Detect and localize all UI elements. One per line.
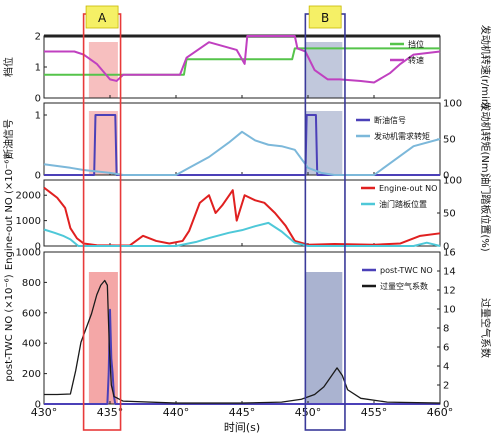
y-left-tick-label: 1000 (16, 248, 41, 259)
y-left-tick-label: 2000 (16, 191, 41, 202)
x-tick-label: 445° (229, 406, 256, 419)
legend-label: post-TWC NO (380, 266, 433, 275)
y-right-tick-label: 0 (443, 242, 449, 253)
y-left-tick-label: 1000 (16, 216, 41, 227)
y-right-axis-title: 发动机转速(r/min) (479, 25, 492, 109)
shade-top-b (305, 42, 343, 98)
y-right-tick-label: 50 (443, 209, 456, 220)
y-right-tick-label: 14 (443, 267, 456, 278)
y-right-tick-label: 100 (443, 176, 462, 187)
y-left-tick-label: 1 (35, 63, 41, 74)
annotation-label-a: A (98, 11, 107, 25)
legend-label: 油门踏板位置 (379, 199, 427, 209)
x-tick-label: 450° (295, 406, 322, 419)
x-tick-label: 455° (361, 406, 388, 419)
y-left-axis-title: post-TWC NO (×10⁻⁶) (4, 274, 15, 381)
legend-label: 发动机需求转矩 (374, 131, 430, 141)
series-line-4-1 (44, 308, 440, 405)
y-right-tick-label: 12 (443, 286, 456, 297)
annotation-tag-a (85, 5, 119, 29)
legend-label: 过量空气系数 (380, 281, 428, 291)
y-left-tick-label: 1 (35, 111, 41, 122)
series-line-2-2 (43, 130, 441, 176)
y-left-tick-label: 400 (22, 339, 41, 350)
series-line-2-1 (44, 114, 440, 176)
y-left-tick-label: 0 (35, 400, 41, 411)
annotation-tag-b (308, 5, 342, 29)
y-right-axis-title: 油门踏板位置(%) (479, 174, 492, 251)
x-tick-label: 430° (31, 406, 58, 419)
y-left-axis-title: Engine-out NO (×10⁻⁶) (4, 156, 15, 270)
y-right-axis-title: 发动机转矩(Nm) (479, 101, 492, 176)
shade-second-a (88, 111, 118, 175)
annotation-label-b: B (321, 11, 329, 25)
legend-label: Engine-out NO (379, 184, 437, 193)
y-left-tick-label: 200 (22, 369, 41, 380)
y-right-tick-label: 8 (443, 324, 449, 335)
y-right-tick-label: 6 (443, 343, 449, 354)
y-left-tick-label: 0 (35, 171, 41, 182)
y-left-tick-label: 0 (35, 94, 41, 105)
y-left-tick-label: 0 (35, 242, 41, 253)
y-left-axis-title: 档位 (2, 57, 15, 77)
y-left-tick-label: 800 (22, 278, 41, 289)
y-right-tick-label: 0 (443, 171, 449, 182)
y-right-tick-label: 2 (443, 381, 449, 392)
series-line-1-2 (44, 35, 441, 84)
legend-label: 转速 (408, 55, 424, 65)
x-tick-label: 435° (97, 406, 124, 419)
y-right-tick-label: 50 (443, 135, 456, 146)
y-left-tick-label: 600 (22, 308, 41, 319)
series-line-3-1 (43, 186, 441, 247)
y-right-tick-label: 0 (443, 400, 449, 411)
y-right-tick-label: 4 (443, 362, 449, 373)
y-left-axis-title: 断油信号 (2, 119, 15, 159)
shade-top-a (88, 42, 118, 98)
x-tick-label: 460° (427, 406, 454, 419)
shade-region-b (305, 272, 343, 404)
x-tick-label: 440° (163, 406, 190, 419)
series-line-3-2 (43, 221, 441, 247)
y-right-tick-label: 16 (443, 248, 456, 259)
legend-label: 断油信号 (374, 115, 406, 125)
shade-second-b (305, 111, 343, 175)
y-right-axis-title: 过量空气系数 (479, 298, 492, 358)
y-left-tick-label: 2 (35, 32, 41, 43)
legend-label: 挡位 (408, 39, 424, 49)
y-right-tick-label: 100 (443, 99, 462, 110)
y-right-tick-label: 10 (443, 305, 456, 316)
x-axis-label: 时间(s) (224, 421, 260, 434)
